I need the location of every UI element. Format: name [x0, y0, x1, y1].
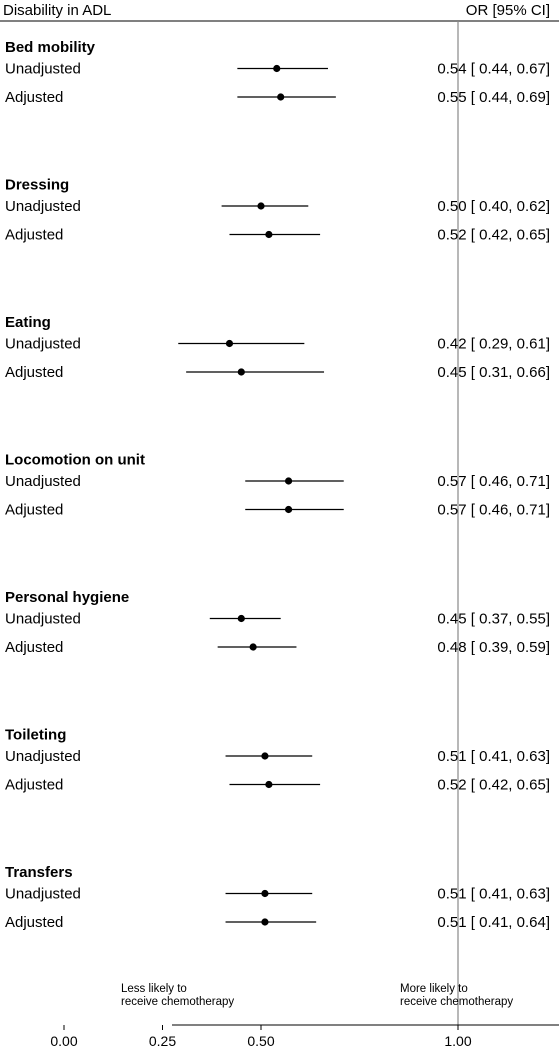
x-tick-label: 0.25 [149, 1033, 176, 1049]
or-ci-value: 0.51 [ 0.41, 0.63] [437, 748, 550, 765]
point-estimate [261, 889, 269, 898]
group-label: Eating [5, 314, 51, 331]
point-estimate [277, 93, 285, 101]
row-label: Adjusted [5, 914, 63, 931]
row-label: Adjusted [5, 639, 63, 656]
or-ci-value: 0.52 [ 0.42, 0.65] [437, 777, 550, 794]
point-estimate [237, 368, 245, 376]
row-label: Adjusted [5, 502, 63, 519]
row-label: Adjusted [5, 227, 63, 244]
point-estimate [265, 780, 273, 789]
header-right-label: OR [95% CI] [466, 2, 550, 19]
or-ci-value: 0.51 [ 0.41, 0.63] [437, 886, 550, 903]
note-more-likely-line1: More likely to [400, 983, 468, 995]
or-ci-value: 0.45 [ 0.31, 0.66] [437, 364, 550, 381]
point-estimate [225, 339, 234, 348]
note-more-likely-line2: receive chemotherapy [400, 996, 513, 1008]
row-label: Unadjusted [5, 61, 81, 78]
row-label: Unadjusted [5, 748, 81, 765]
or-ci-value: 0.57 [ 0.46, 0.71] [437, 473, 550, 490]
forest-rows: Bed mobility Unadjusted 0.54 [ 0.44, 0.67]… [5, 39, 550, 931]
point-estimate [273, 64, 281, 73]
or-ci-value: 0.48 [ 0.39, 0.59] [437, 639, 550, 656]
group-label: Personal hygiene [5, 589, 129, 606]
x-tick-label: 0.00 [50, 1033, 77, 1049]
point-estimate [261, 918, 269, 926]
or-ci-value: 0.57 [ 0.46, 0.71] [437, 502, 550, 519]
or-ci-value: 0.55 [ 0.44, 0.69] [437, 89, 550, 106]
row-label: Adjusted [5, 777, 63, 794]
header-left-label: Disability in ADL [3, 2, 111, 19]
or-ci-value: 0.45 [ 0.37, 0.55] [437, 611, 550, 628]
group-label: Dressing [5, 177, 69, 194]
or-ci-value: 0.52 [ 0.42, 0.65] [437, 227, 550, 244]
or-ci-value: 0.51 [ 0.41, 0.64] [437, 914, 550, 931]
row-label: Unadjusted [5, 886, 81, 903]
row-label: Unadjusted [5, 336, 81, 353]
point-estimate [237, 614, 245, 623]
or-ci-value: 0.42 [ 0.29, 0.61] [437, 336, 550, 353]
row-label: Unadjusted [5, 611, 81, 628]
point-estimate [284, 505, 293, 514]
or-ci-value: 0.50 [ 0.40, 0.62] [437, 198, 550, 215]
point-estimate [284, 477, 293, 485]
row-label: Unadjusted [5, 473, 81, 490]
note-less-likely-line2: receive chemotherapy [121, 996, 234, 1008]
or-ci-value: 0.54 [ 0.44, 0.67] [437, 61, 550, 78]
group-label: Toileting [5, 727, 66, 744]
point-estimate [265, 230, 273, 239]
group-label: Locomotion on unit [5, 452, 145, 469]
x-tick-label: 1.00 [444, 1033, 471, 1049]
x-tick-label: 0.50 [247, 1033, 274, 1049]
group-label: Bed mobility [5, 39, 96, 56]
point-estimate [249, 643, 257, 651]
row-label: Adjusted [5, 364, 63, 381]
point-estimate [257, 202, 265, 210]
row-label: Unadjusted [5, 198, 81, 215]
point-estimate [261, 752, 269, 760]
x-axis-ticks: 0.000.250.501.001.50 [50, 1025, 472, 1049]
note-less-likely-line1: Less likely to [121, 983, 187, 995]
group-label: Transfers [5, 864, 73, 881]
row-label: Adjusted [5, 89, 63, 106]
